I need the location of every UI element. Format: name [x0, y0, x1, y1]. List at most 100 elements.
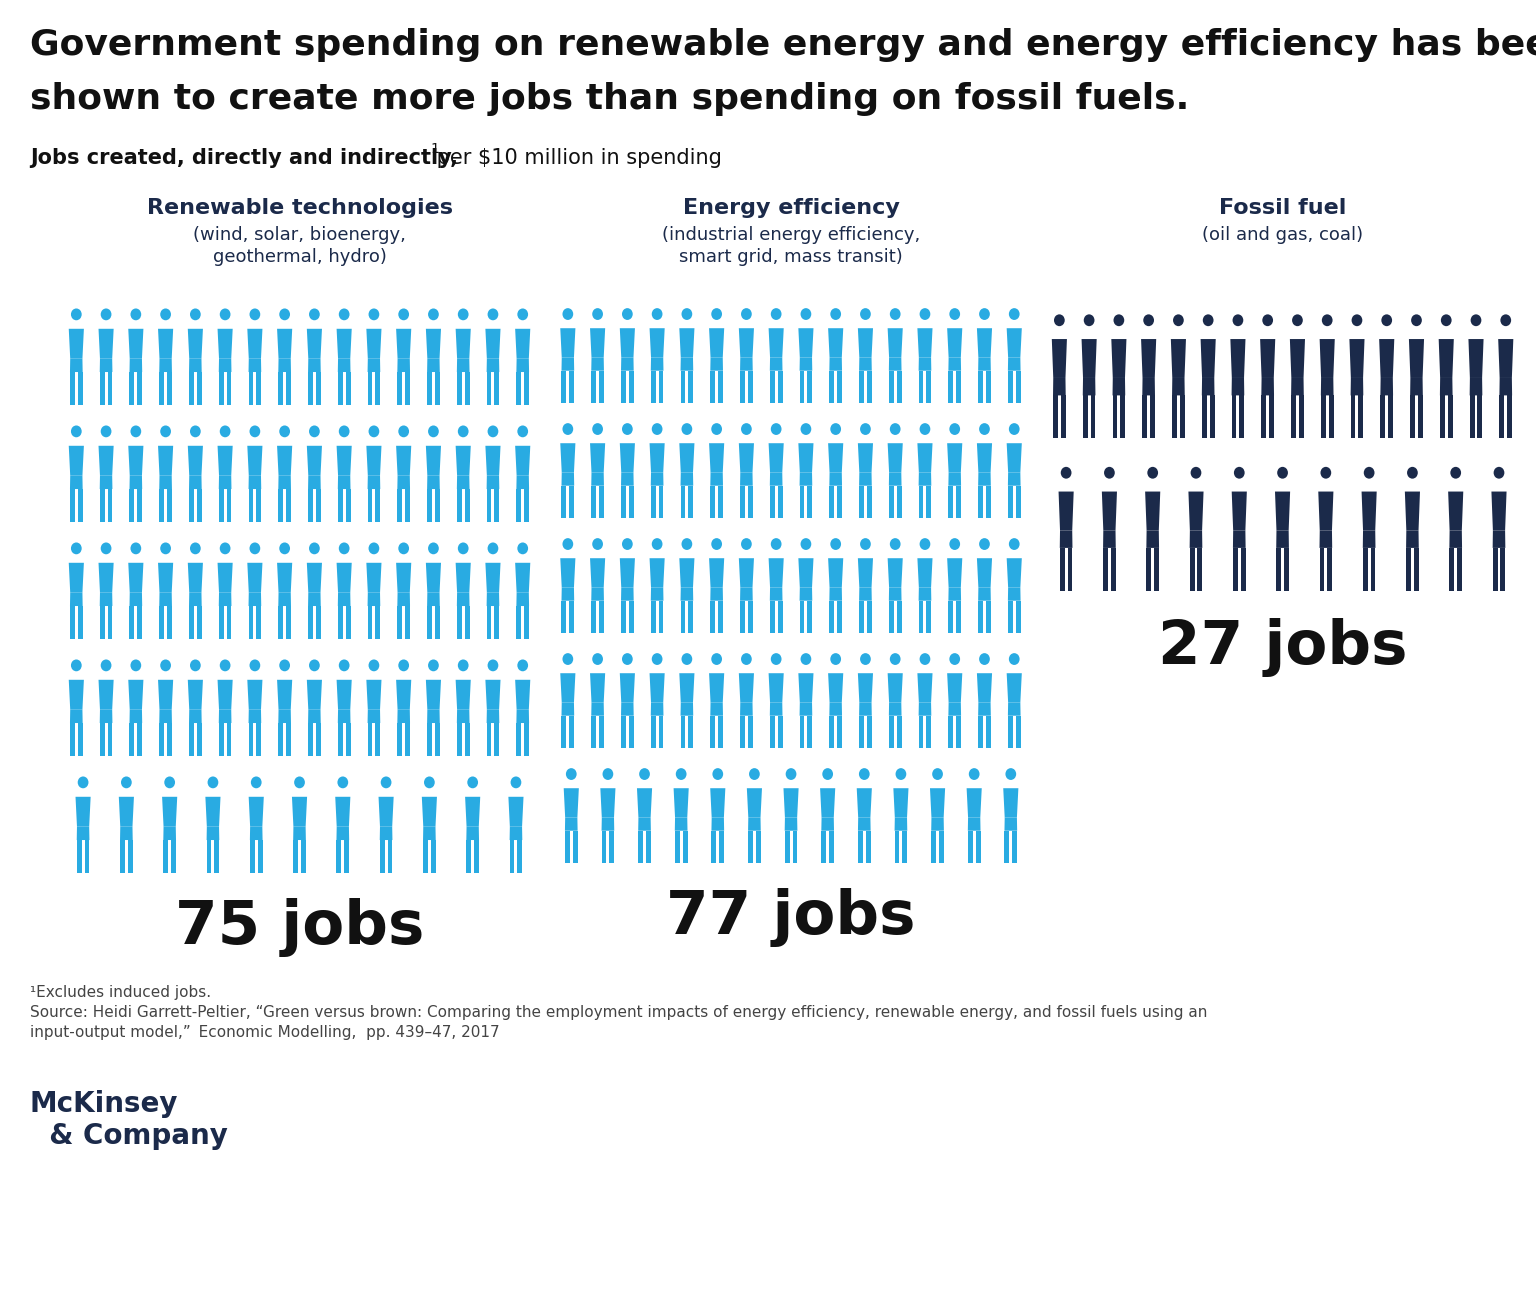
Ellipse shape — [220, 659, 230, 671]
Polygon shape — [894, 788, 908, 817]
Bar — [562, 715, 567, 748]
Polygon shape — [129, 562, 143, 592]
Polygon shape — [515, 446, 530, 475]
Ellipse shape — [682, 652, 693, 666]
Polygon shape — [367, 446, 381, 475]
Ellipse shape — [860, 538, 871, 549]
Polygon shape — [740, 702, 753, 715]
Polygon shape — [1233, 530, 1246, 548]
Ellipse shape — [800, 652, 811, 666]
Bar — [524, 372, 528, 405]
Bar — [465, 489, 470, 522]
Bar — [897, 485, 902, 518]
Bar — [957, 371, 962, 403]
Bar — [249, 489, 253, 522]
Polygon shape — [889, 472, 902, 485]
Bar — [570, 371, 574, 403]
Polygon shape — [467, 826, 479, 840]
Bar — [837, 485, 842, 518]
Bar — [659, 715, 664, 748]
Ellipse shape — [518, 308, 528, 320]
Polygon shape — [427, 592, 439, 606]
Ellipse shape — [369, 308, 379, 320]
Polygon shape — [919, 587, 931, 600]
Polygon shape — [1146, 492, 1160, 530]
Polygon shape — [948, 673, 962, 702]
Ellipse shape — [190, 308, 201, 320]
Polygon shape — [651, 472, 664, 485]
Polygon shape — [1112, 339, 1126, 378]
Bar — [346, 723, 350, 756]
Bar — [1005, 831, 1009, 863]
Polygon shape — [564, 788, 579, 817]
Polygon shape — [768, 444, 783, 472]
Polygon shape — [427, 710, 439, 723]
Polygon shape — [680, 587, 693, 600]
Polygon shape — [602, 817, 614, 831]
Polygon shape — [561, 673, 576, 702]
Polygon shape — [307, 329, 323, 359]
Bar — [227, 723, 232, 756]
Polygon shape — [100, 592, 112, 606]
Bar — [919, 371, 923, 403]
Ellipse shape — [1009, 423, 1020, 435]
Ellipse shape — [249, 659, 260, 671]
Text: smart grid, mass transit): smart grid, mass transit) — [679, 248, 903, 266]
Bar — [286, 372, 290, 405]
Polygon shape — [396, 329, 412, 359]
Ellipse shape — [711, 652, 722, 666]
Bar — [518, 840, 522, 873]
Polygon shape — [189, 592, 201, 606]
Polygon shape — [679, 673, 694, 702]
Bar — [524, 723, 528, 756]
Ellipse shape — [1501, 315, 1511, 326]
Bar — [336, 840, 341, 873]
Polygon shape — [1081, 339, 1097, 378]
Bar — [467, 840, 472, 873]
Bar — [599, 371, 604, 403]
Polygon shape — [889, 587, 902, 600]
Bar — [710, 600, 716, 633]
Polygon shape — [710, 329, 723, 358]
Ellipse shape — [711, 308, 722, 320]
Bar — [740, 371, 745, 403]
Polygon shape — [422, 826, 436, 840]
Polygon shape — [218, 592, 232, 606]
Ellipse shape — [740, 538, 751, 549]
Bar — [1389, 395, 1393, 438]
Bar — [808, 371, 813, 403]
Polygon shape — [651, 358, 664, 371]
Polygon shape — [650, 329, 665, 358]
Ellipse shape — [1450, 467, 1461, 479]
Bar — [108, 606, 112, 639]
Bar — [866, 715, 872, 748]
Bar — [770, 485, 774, 518]
Bar — [637, 831, 644, 863]
Polygon shape — [120, 826, 132, 840]
Bar — [1015, 485, 1020, 518]
Bar — [748, 485, 753, 518]
Bar — [957, 715, 962, 748]
Polygon shape — [163, 797, 177, 826]
Polygon shape — [456, 710, 470, 723]
Bar — [740, 715, 745, 748]
Bar — [573, 831, 578, 863]
Bar — [1284, 548, 1289, 591]
Polygon shape — [160, 359, 172, 372]
Ellipse shape — [429, 543, 439, 555]
Polygon shape — [249, 475, 261, 489]
Bar — [919, 485, 923, 518]
Bar — [978, 485, 983, 518]
Bar — [137, 372, 143, 405]
Bar — [1241, 548, 1246, 591]
Bar — [777, 600, 782, 633]
Bar — [1507, 395, 1511, 438]
Bar — [197, 489, 201, 522]
Polygon shape — [247, 329, 263, 359]
Ellipse shape — [160, 659, 170, 671]
Polygon shape — [917, 673, 932, 702]
Polygon shape — [710, 788, 725, 817]
Bar — [309, 372, 313, 405]
Ellipse shape — [309, 543, 319, 555]
Bar — [926, 600, 931, 633]
